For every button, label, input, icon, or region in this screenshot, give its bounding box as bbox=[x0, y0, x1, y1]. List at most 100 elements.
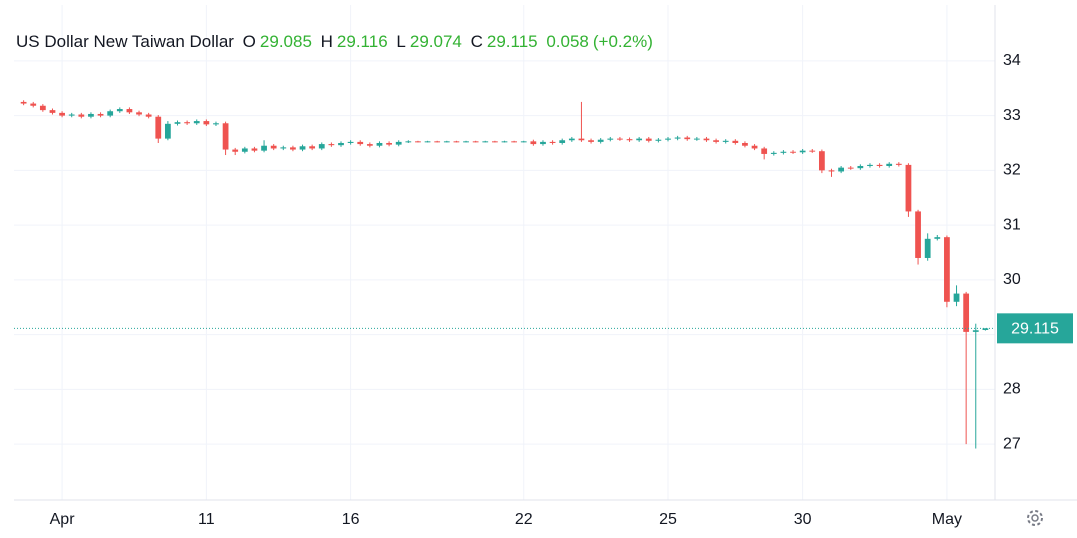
price-tag-label: 29.115 bbox=[1011, 321, 1059, 338]
candle-body bbox=[270, 145, 277, 149]
candle-body bbox=[68, 114, 75, 116]
candle-body bbox=[780, 151, 787, 153]
gear-hub bbox=[1031, 514, 1039, 522]
candle-body bbox=[617, 138, 623, 140]
candle-body bbox=[732, 140, 739, 143]
candle-body bbox=[241, 148, 248, 152]
candle-body bbox=[886, 163, 893, 166]
ohlc-label: L bbox=[396, 32, 406, 51]
candle-body bbox=[482, 141, 489, 143]
candle-body bbox=[376, 142, 383, 146]
y-tick-label: 31 bbox=[1003, 216, 1021, 233]
candle-body bbox=[761, 148, 768, 154]
candle-body bbox=[193, 121, 200, 124]
candle-body bbox=[366, 144, 373, 146]
candle-body bbox=[905, 164, 912, 212]
ohlc-label: C bbox=[470, 32, 483, 51]
ohlc-label: O bbox=[242, 32, 256, 51]
candle-body bbox=[97, 113, 104, 116]
legend: US Dollar New Taiwan Dollar O 29.085 H 29.… bbox=[16, 32, 657, 52]
candle-body bbox=[463, 141, 469, 143]
candle-body bbox=[299, 146, 306, 150]
candle-body bbox=[126, 109, 133, 113]
candle-body bbox=[549, 141, 556, 143]
candle-body bbox=[107, 111, 114, 116]
candle-body bbox=[309, 146, 316, 149]
y-tick-label: 27 bbox=[1003, 435, 1021, 452]
candle-body bbox=[934, 237, 941, 239]
gear-teeth bbox=[1027, 510, 1043, 526]
candle-body bbox=[963, 293, 970, 332]
candle-body bbox=[213, 123, 219, 125]
candle-body bbox=[655, 139, 662, 141]
candle-body bbox=[770, 152, 777, 154]
candle-body bbox=[434, 141, 441, 143]
x-tick-label: May bbox=[932, 511, 962, 528]
candle-body bbox=[328, 144, 335, 146]
symbol-name: US Dollar New Taiwan Dollar bbox=[16, 32, 234, 51]
candle-body bbox=[876, 164, 883, 166]
x-tick-label: 25 bbox=[659, 511, 677, 528]
settings-icon[interactable] bbox=[1027, 510, 1043, 526]
candle-body bbox=[722, 140, 729, 142]
candle-body bbox=[39, 105, 46, 111]
candle-body bbox=[568, 138, 575, 141]
y-tick-label: 30 bbox=[1003, 271, 1021, 288]
candle-body bbox=[828, 170, 835, 172]
candle-body bbox=[665, 138, 671, 140]
x-tick-label: 30 bbox=[794, 511, 812, 528]
candle-body bbox=[290, 147, 296, 150]
candle-body bbox=[78, 114, 85, 117]
candle-body bbox=[511, 141, 518, 143]
change-pct: (+0.2%) bbox=[592, 32, 653, 51]
candle-body bbox=[626, 139, 633, 141]
candle-body bbox=[895, 163, 902, 165]
candle-body bbox=[405, 141, 412, 143]
candle-body bbox=[318, 144, 325, 149]
candle-body bbox=[674, 137, 681, 139]
candle-body bbox=[684, 137, 691, 140]
x-tick-label: 22 bbox=[515, 511, 533, 528]
ohlc-value: 29.074 bbox=[409, 32, 462, 51]
candle-body bbox=[59, 112, 65, 116]
candle-body bbox=[443, 141, 450, 143]
candle-body bbox=[540, 141, 546, 145]
candle-body bbox=[944, 237, 950, 302]
price-tag bbox=[997, 313, 1073, 344]
candle-body bbox=[145, 114, 152, 117]
candle-body bbox=[847, 167, 854, 169]
candle-body bbox=[597, 139, 604, 142]
candle-body bbox=[636, 138, 643, 141]
candle-body bbox=[838, 167, 845, 172]
ohlc-value: 29.116 bbox=[336, 32, 388, 51]
candle-body bbox=[953, 293, 960, 302]
candle-body bbox=[693, 138, 700, 140]
candle-body bbox=[501, 141, 508, 143]
candle-body bbox=[203, 121, 210, 125]
candle-body bbox=[395, 141, 402, 145]
candle-body bbox=[809, 150, 816, 152]
candle-body bbox=[520, 141, 527, 143]
candle-body bbox=[713, 140, 719, 142]
candle-body bbox=[338, 142, 344, 146]
candle-body bbox=[818, 151, 825, 171]
candle-body bbox=[261, 145, 267, 151]
candle-body bbox=[424, 141, 431, 143]
candle-body bbox=[30, 103, 37, 106]
y-tick-label: 32 bbox=[1003, 162, 1021, 179]
candle-body bbox=[491, 141, 498, 143]
candle-body bbox=[251, 148, 258, 151]
y-tick-label: 34 bbox=[1003, 52, 1021, 69]
candle-body bbox=[607, 138, 614, 140]
candle-body bbox=[415, 141, 421, 143]
candle-body bbox=[386, 142, 392, 145]
candle-body bbox=[578, 138, 585, 141]
candle-body bbox=[559, 140, 566, 143]
ohlc-value: 29.085 bbox=[259, 32, 312, 51]
candle-body bbox=[982, 328, 989, 330]
candle-body bbox=[915, 211, 921, 258]
candle-body bbox=[49, 110, 56, 113]
candle-body bbox=[184, 122, 191, 124]
candle-body bbox=[790, 151, 796, 153]
candle-body bbox=[164, 123, 171, 139]
